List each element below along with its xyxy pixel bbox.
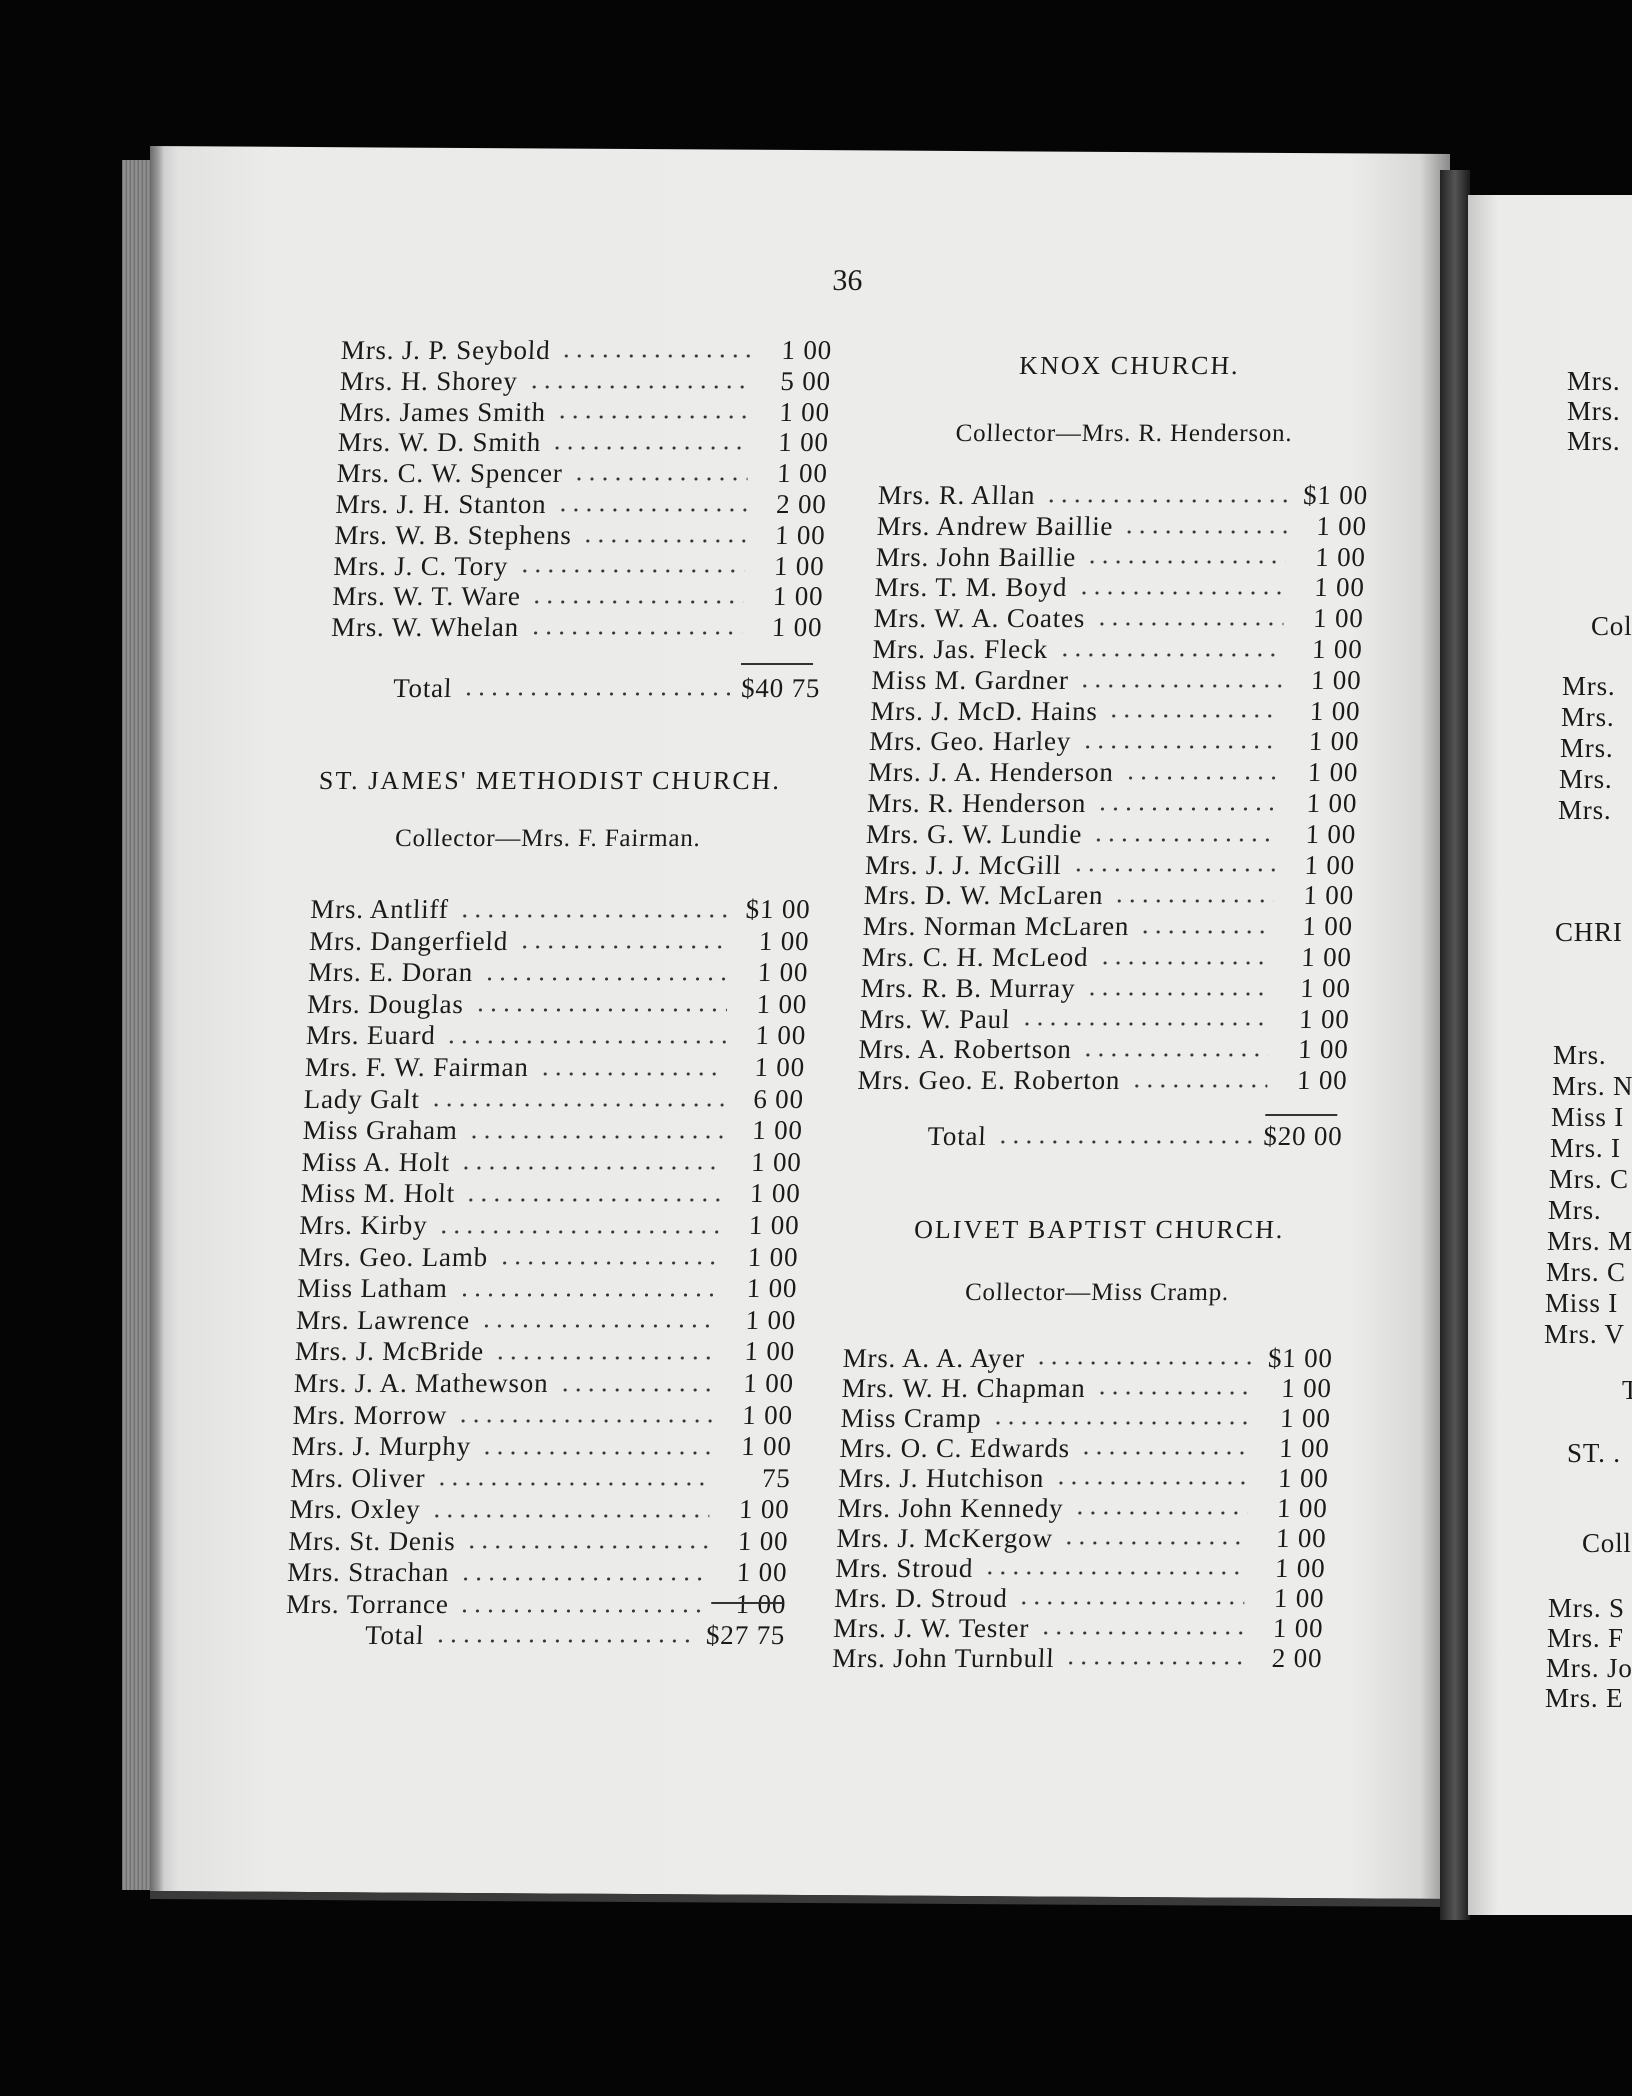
facing-page-text: Mrs. E <box>1545 1683 1624 1713</box>
facing-page-text: Miss I <box>1545 1288 1619 1318</box>
facing-page-text: Mrs. I <box>1550 1133 1621 1163</box>
facing-page-text: Mrs. N <box>1552 1071 1632 1101</box>
facing-page-text: CHRI <box>1555 917 1623 947</box>
facing-page-text: Mrs. <box>1567 366 1621 396</box>
facing-page-text: Mrs. <box>1562 671 1616 701</box>
facing-page-text: Mrs. <box>1558 795 1612 825</box>
facing-page-text: Mrs. Jo <box>1546 1653 1632 1683</box>
facing-page-text: Mrs. V <box>1544 1319 1625 1349</box>
facing-page-text: Mrs. M <box>1547 1226 1632 1256</box>
facing-page-text: Mrs. <box>1548 1195 1602 1225</box>
facing-page-text: Col <box>1591 611 1632 641</box>
facing-page-text: Mrs. C <box>1546 1257 1626 1287</box>
facing-page-text: Mrs. <box>1560 733 1614 763</box>
facing-page-text: Mrs. C <box>1549 1164 1629 1194</box>
facing-page-text: Mrs. <box>1559 764 1613 794</box>
facing-page-text: Mrs. <box>1567 396 1621 426</box>
facing-page-text: ST. . <box>1567 1438 1621 1468</box>
facing-page-text: Mrs. <box>1553 1040 1607 1070</box>
facing-page-text: Coll <box>1582 1528 1632 1558</box>
facing-page-text: Mrs. <box>1567 426 1621 456</box>
facing-page-text: T <box>1622 1375 1632 1405</box>
facing-page <box>1468 195 1632 1915</box>
facing-page-text: Mrs. <box>1561 702 1615 732</box>
page-edge <box>122 160 152 1890</box>
facing-page-text: Mrs. S <box>1548 1593 1625 1623</box>
facing-page-text: Mrs. F <box>1547 1623 1624 1653</box>
facing-page-text: Miss I <box>1551 1102 1625 1132</box>
book-gutter <box>1440 170 1470 1920</box>
